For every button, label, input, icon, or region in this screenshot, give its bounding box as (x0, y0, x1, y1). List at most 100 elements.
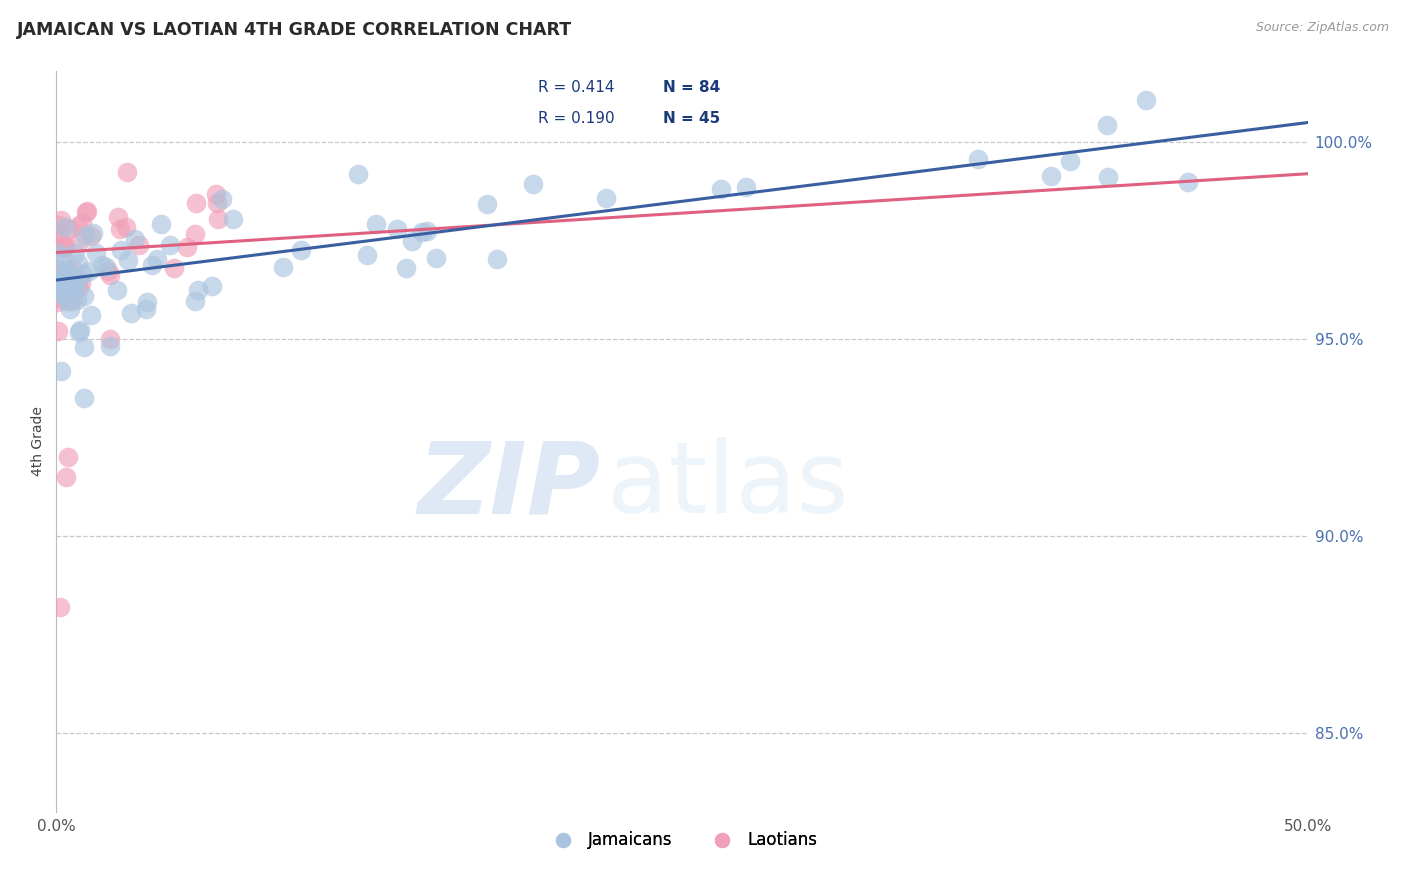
Point (522, 177, 544, 191)
Point (52, 286, 75, 301)
Point (159, 238, 181, 252)
Point (184, 195, 207, 210)
Point (477, 197, 499, 211)
Point (395, 261, 418, 276)
Text: N = 45: N = 45 (664, 112, 720, 126)
Point (51, 269, 73, 284)
Point (364, 217, 387, 231)
Point (176, 240, 198, 254)
Point (207, 212, 229, 227)
Point (69, 323, 91, 337)
Point (73, 391, 96, 405)
Point (91, 258, 114, 272)
Point (1059, 154, 1081, 169)
Point (52, 250, 75, 264)
Point (187, 283, 209, 297)
Point (595, 191, 617, 205)
Point (356, 248, 378, 262)
Point (347, 167, 370, 181)
Point (184, 227, 207, 242)
Point (1135, 93, 1157, 107)
Point (56, 269, 79, 284)
Point (53, 241, 76, 255)
Point (84, 245, 107, 260)
Point (55, 267, 77, 281)
Point (94, 260, 117, 274)
Point (46, 218, 69, 232)
Point (411, 226, 433, 240)
Point (146, 252, 169, 267)
Text: Source: ZipAtlas.com: Source: ZipAtlas.com (1256, 21, 1389, 35)
Point (79, 229, 101, 244)
Point (67, 280, 90, 294)
Point (710, 182, 733, 196)
Point (135, 294, 157, 309)
Point (55, 470, 77, 484)
Point (56, 271, 79, 285)
Point (51, 273, 73, 287)
Point (128, 238, 150, 252)
Point (141, 258, 163, 272)
Point (46, 294, 69, 309)
Point (734, 180, 756, 194)
Point (1039, 169, 1062, 184)
Point (966, 152, 988, 166)
Point (205, 196, 228, 211)
Point (51, 281, 73, 295)
Point (1097, 119, 1119, 133)
Point (97, 264, 120, 278)
Point (60, 294, 83, 309)
Text: JAMAICAN VS LAOTIAN 4TH GRADE CORRELATION CHART: JAMAICAN VS LAOTIAN 4TH GRADE CORRELATIO… (17, 21, 572, 39)
Point (387, 222, 409, 236)
Point (63, 245, 86, 260)
Point (67, 219, 90, 233)
Point (105, 283, 128, 297)
Point (98, 332, 121, 346)
Point (59, 269, 82, 284)
Point (60, 260, 83, 275)
Point (59, 285, 82, 300)
Point (76, 203, 98, 218)
Point (416, 224, 439, 238)
Point (117, 252, 139, 267)
Point (67, 272, 90, 286)
Point (98, 268, 121, 282)
Point (425, 251, 447, 265)
Point (183, 294, 205, 309)
Point (46, 263, 69, 277)
Point (52, 240, 75, 254)
Point (290, 244, 312, 258)
Point (72, 267, 94, 281)
Point (124, 232, 146, 246)
Point (53, 239, 76, 253)
Point (49, 286, 72, 301)
Point (73, 340, 96, 354)
Point (73, 289, 96, 303)
Point (67, 235, 90, 250)
Point (46, 288, 69, 302)
Point (62, 283, 84, 297)
Point (77, 264, 100, 278)
Point (70, 216, 93, 230)
Point (82, 226, 104, 240)
Point (46, 246, 69, 260)
Text: R = 0.190: R = 0.190 (538, 112, 614, 126)
Point (211, 192, 233, 206)
Point (110, 243, 132, 257)
Point (51, 364, 73, 378)
Point (51, 213, 73, 227)
Point (46, 274, 69, 288)
Point (201, 278, 224, 293)
Point (55, 261, 77, 276)
Point (49, 282, 72, 296)
Text: atlas: atlas (607, 437, 848, 534)
Point (80, 308, 103, 322)
Point (46, 324, 69, 338)
Point (46, 231, 69, 245)
Point (66, 293, 89, 307)
Point (222, 212, 245, 227)
Point (49, 228, 72, 243)
Point (135, 302, 157, 317)
Point (120, 306, 142, 320)
Point (163, 260, 186, 275)
